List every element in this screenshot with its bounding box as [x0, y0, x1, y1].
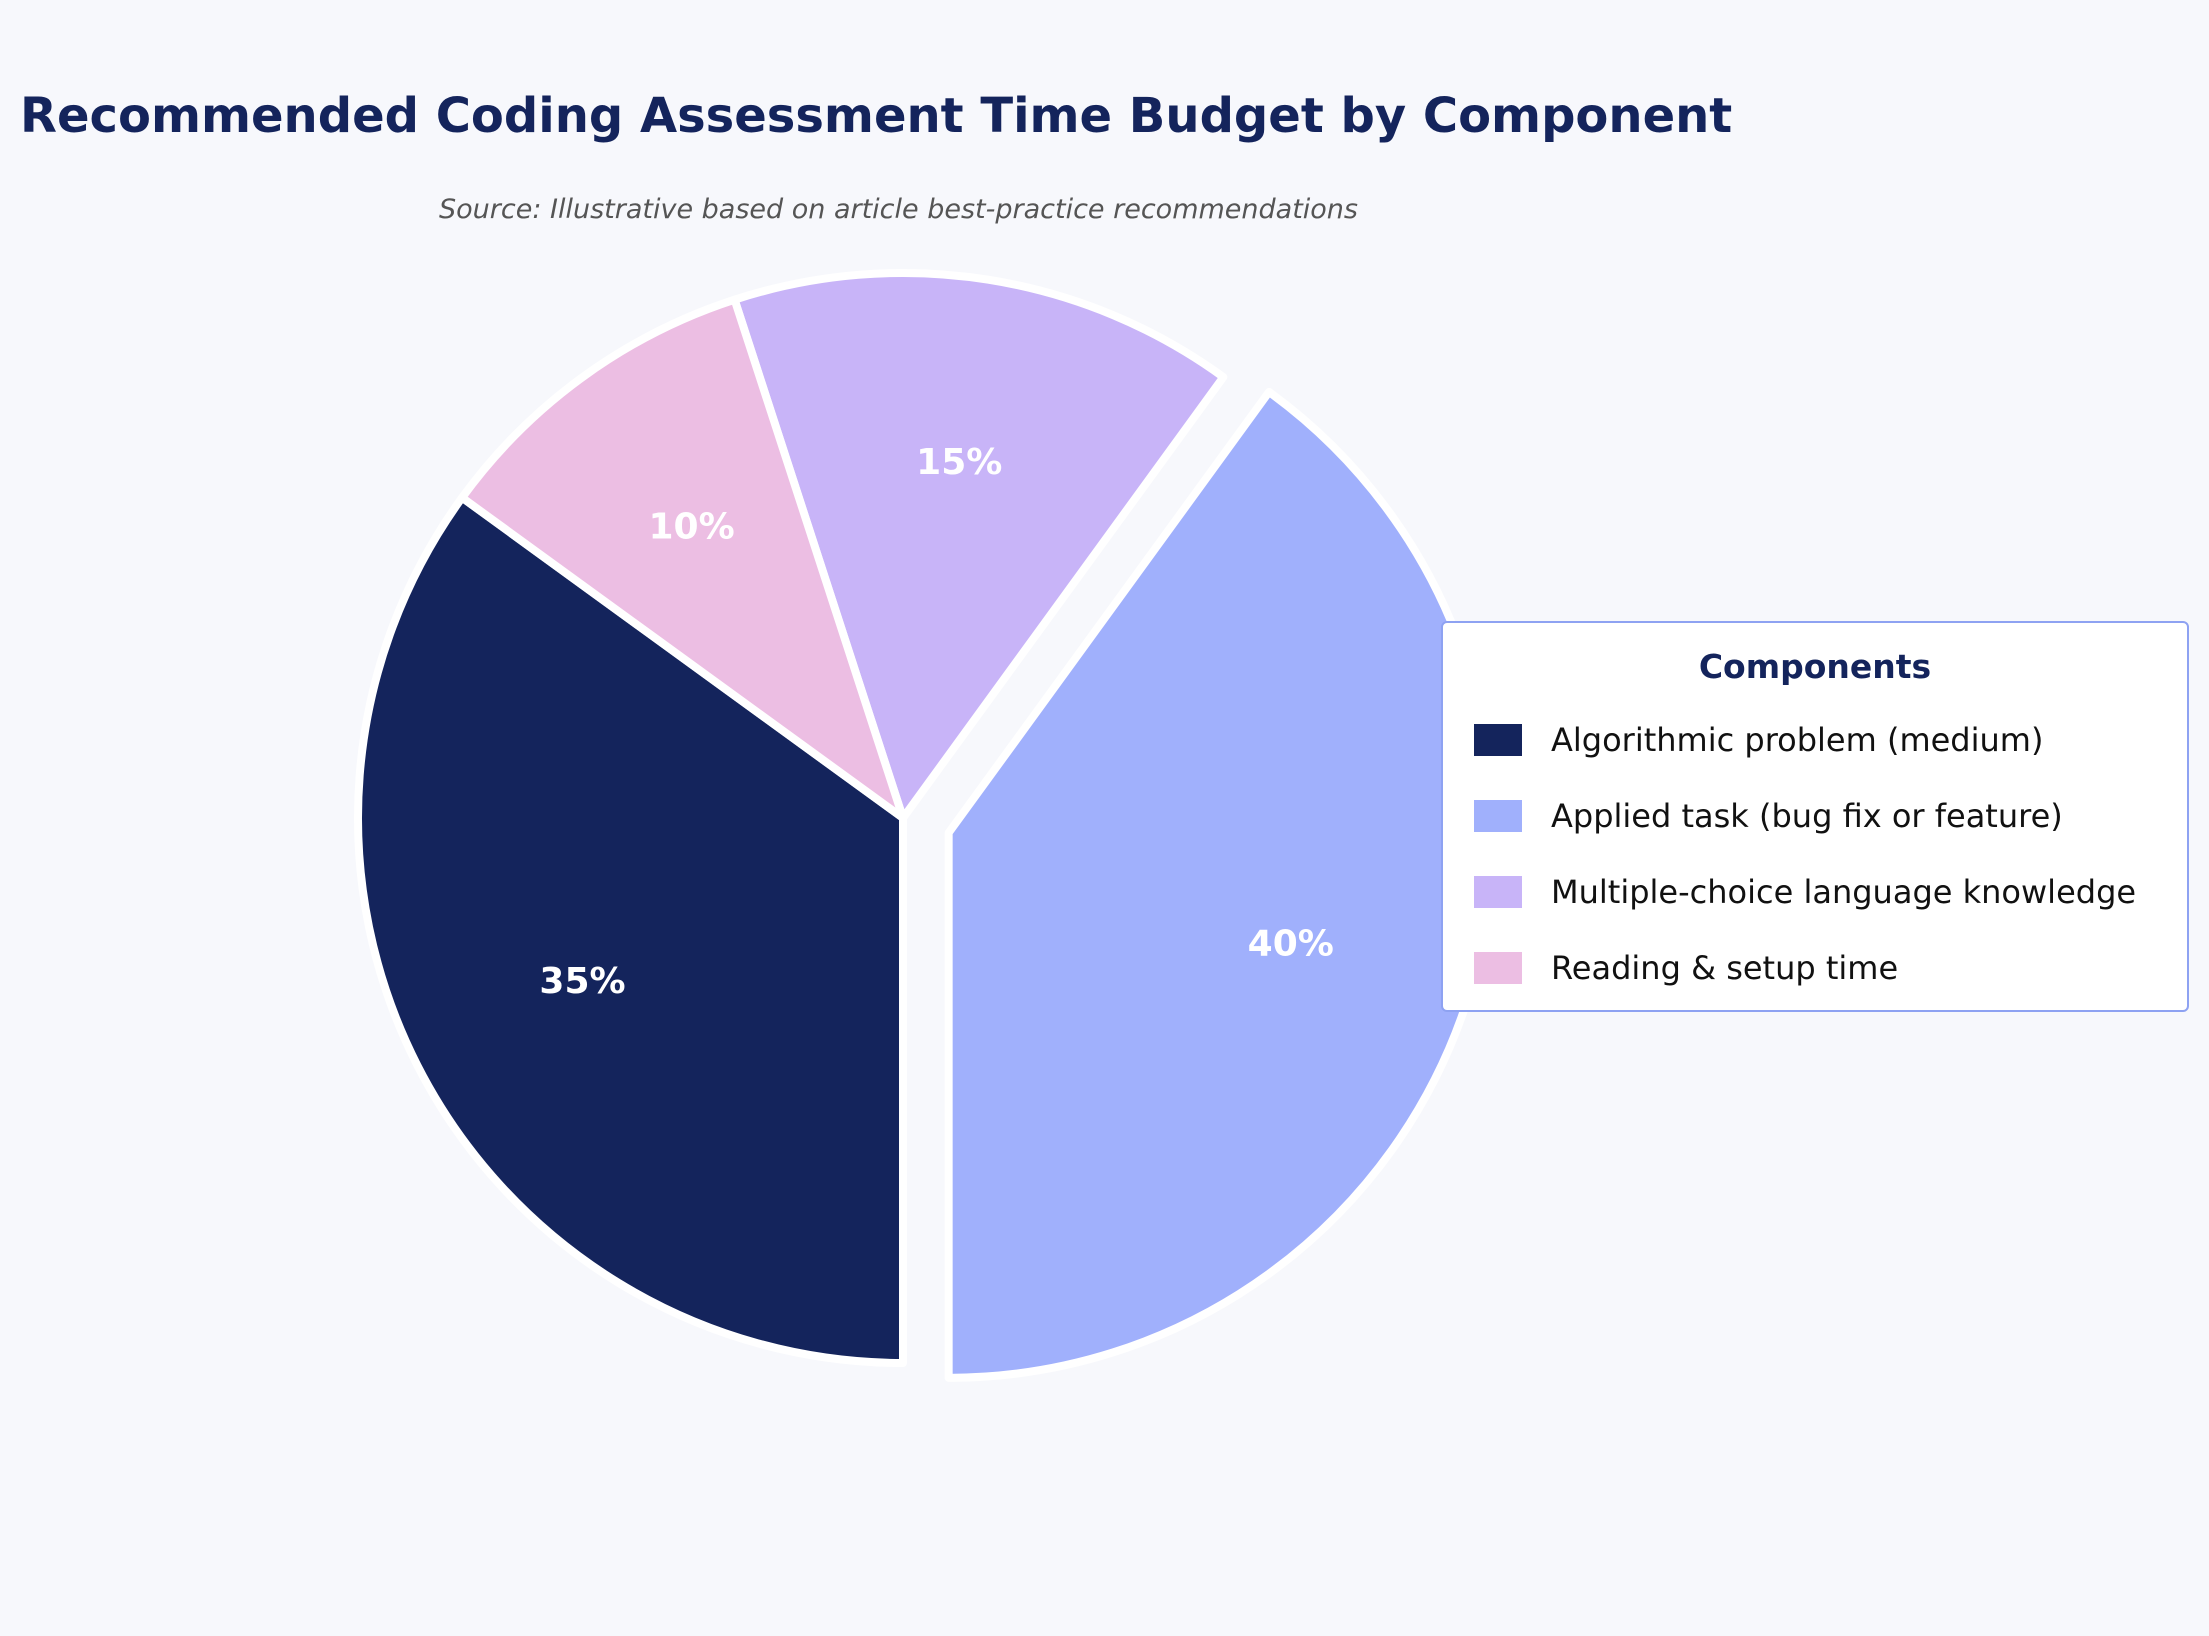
legend-swatch: [1473, 799, 1523, 833]
pie-value-label: 40%: [1248, 923, 1334, 964]
legend-swatch: [1473, 875, 1523, 909]
pie-slices: [354, 269, 1498, 1382]
chart-title: Recommended Coding Assessment Time Budge…: [20, 88, 1733, 144]
legend-item-algorithmic-problem: Algorithmic problem (medium): [1473, 720, 2043, 760]
legend-swatch: [1473, 951, 1523, 985]
pie-slice: [354, 493, 907, 1367]
legend-label: Algorithmic problem (medium): [1551, 721, 2044, 759]
legend-label: Multiple-choice language knowledge: [1551, 873, 2137, 911]
pie-value-labels: 35% 40% 15% 10%: [539, 442, 1333, 1002]
pie-value-label: 15%: [916, 442, 1002, 483]
legend-label: Applied task (bug fix or feature): [1551, 797, 2063, 835]
chart-legend: Components Algorithmic problem (medium) …: [1441, 621, 2189, 1012]
pie-slice: [730, 269, 1228, 822]
legend-item-applied-task: Applied task (bug fix or feature): [1473, 796, 2063, 836]
legend-label: Reading & setup time: [1551, 949, 1899, 987]
legend-item-multiple-choice: Multiple-choice language knowledge: [1473, 872, 2136, 912]
pie-slice: [458, 295, 907, 822]
legend-title: Components: [1698, 647, 1932, 686]
pie-value-label: 10%: [648, 506, 734, 547]
legend-item-reading-setup: Reading & setup time: [1473, 948, 1898, 988]
pie-value-label: 35%: [539, 961, 625, 1002]
legend-swatch: [1473, 723, 1523, 757]
chart-subtitle: Source: Illustrative based on article be…: [439, 194, 1358, 225]
